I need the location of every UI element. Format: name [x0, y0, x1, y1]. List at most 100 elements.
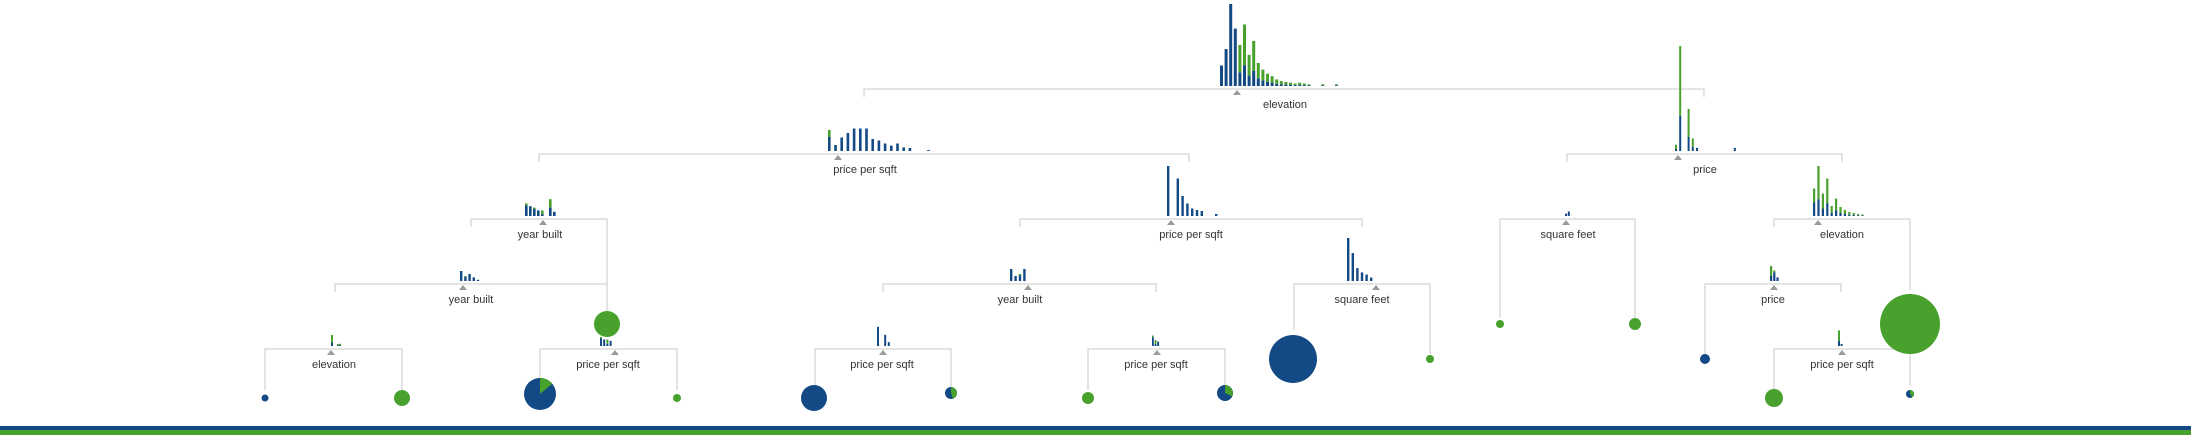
split-node-pps5[interactable]: price per sqft: [1124, 335, 1188, 372]
split-node-pps4[interactable]: price per sqft: [850, 326, 914, 371]
split-label: year built: [518, 229, 563, 241]
leaf-node[interactable]: [1880, 294, 1940, 354]
leaf-pie-slice: [951, 387, 958, 399]
histogram: [1010, 269, 1026, 281]
connector-sqft1: [1499, 218, 1636, 318]
histogram-bar: [859, 128, 862, 151]
histogram-bar: [1200, 211, 1203, 216]
histogram: [525, 199, 556, 216]
histogram-bar: [609, 340, 612, 346]
split-node-yb2[interactable]: year built: [449, 271, 494, 306]
connector-root: [863, 88, 1705, 97]
leaf-node[interactable]: [1217, 385, 1234, 401]
split-label: square feet: [1334, 294, 1389, 306]
leaf-node[interactable]: [1269, 335, 1317, 383]
histogram: [877, 326, 890, 346]
histogram: [331, 335, 341, 346]
leaf-node[interactable]: [673, 394, 681, 402]
histogram-bar: [1293, 83, 1297, 86]
histogram: [1347, 238, 1373, 281]
histogram-bar: [553, 211, 556, 216]
histogram-bar: [1335, 84, 1338, 86]
split-marker-icon: [879, 350, 887, 355]
leaf-node[interactable]: [394, 390, 410, 406]
split-marker-icon: [1770, 285, 1778, 290]
connector-pps5: [1087, 348, 1226, 390]
histogram-bar: [1835, 210, 1838, 216]
histogram-bar: [871, 139, 874, 151]
histogram: [460, 271, 480, 281]
split-marker-icon: [834, 155, 842, 160]
leaf-pie-base: [1629, 318, 1641, 330]
histogram-bar: [1275, 83, 1279, 86]
histogram-bar: [1256, 63, 1260, 79]
split-marker-icon: [1024, 285, 1032, 290]
leaf-node[interactable]: [261, 394, 269, 402]
connector-yb3: [882, 283, 1157, 292]
leaf-node[interactable]: [1426, 355, 1434, 363]
split-node-price1[interactable]: price: [1674, 46, 1736, 176]
leaf-node[interactable]: [1906, 390, 1914, 398]
histogram-bar: [884, 334, 887, 346]
split-node-root[interactable]: elevation: [1220, 4, 1338, 111]
leaf-node[interactable]: [524, 378, 556, 410]
histogram-bar: [1839, 213, 1842, 216]
connector-elev3: [264, 348, 403, 390]
histogram-bar: [877, 140, 881, 151]
split-node-pps1[interactable]: price per sqft: [828, 128, 930, 177]
split-label: price per sqft: [850, 359, 914, 371]
split-marker-icon: [1838, 350, 1846, 355]
histogram-bar: [1687, 109, 1690, 137]
histogram-bar: [1733, 147, 1736, 151]
histogram-bar: [1152, 337, 1154, 346]
split-node-yb3[interactable]: year built: [998, 269, 1043, 306]
leaf-node[interactable]: [1082, 392, 1094, 404]
split-node-pps2[interactable]: price per sqft: [1159, 166, 1223, 241]
leaf-node[interactable]: [594, 311, 620, 337]
split-label: elevation: [1263, 99, 1307, 111]
leaf-node[interactable]: [1629, 318, 1641, 330]
histogram-bar: [464, 276, 467, 277]
split-node-sqft2[interactable]: square feet: [1334, 238, 1390, 306]
leaf-node[interactable]: [1496, 320, 1504, 328]
histogram-bar: [600, 338, 602, 346]
split-node-sqft1[interactable]: square feet: [1540, 211, 1596, 242]
split-node-yb1[interactable]: year built: [518, 199, 563, 241]
split-node-elev2[interactable]: elevation: [1813, 166, 1864, 241]
histogram-bar: [1256, 78, 1260, 86]
histogram-bar: [1252, 70, 1256, 86]
connector-pps1: [538, 153, 1190, 162]
split-marker-icon: [459, 285, 467, 290]
histogram: [1675, 46, 1736, 151]
split-node-elev3[interactable]: elevation: [312, 335, 356, 371]
histogram-bar: [1813, 188, 1816, 203]
split-node-price2[interactable]: price: [1761, 266, 1785, 306]
leaf-node[interactable]: [1700, 354, 1710, 364]
leaf-node[interactable]: [945, 387, 958, 399]
split-node-pps6[interactable]: price per sqft: [1810, 330, 1874, 371]
split-node-pps3[interactable]: price per sqft: [576, 336, 640, 371]
histogram-bar: [1220, 65, 1223, 86]
histogram-bar: [1691, 138, 1694, 147]
histogram-bar: [606, 339, 609, 344]
split-marker-icon: [1814, 220, 1822, 225]
histogram-bar: [525, 205, 528, 216]
leaf-node[interactable]: [1765, 389, 1783, 407]
leaf-node[interactable]: [801, 385, 827, 411]
connector-yb1: [470, 218, 608, 312]
histogram-bar: [464, 276, 467, 281]
histogram-bar: [1010, 269, 1013, 281]
histogram-bar: [902, 147, 905, 151]
histogram-bar: [468, 274, 471, 281]
leaf-pie-base: [594, 311, 620, 337]
histogram: [1152, 335, 1159, 346]
histogram-bar: [1284, 81, 1288, 85]
histogram-bar: [1233, 28, 1237, 87]
histogram-bar: [1861, 214, 1864, 216]
histogram-bar: [1238, 72, 1242, 86]
histogram-bar: [1360, 272, 1364, 281]
leaf-pie-base: [1496, 320, 1504, 328]
split-label: price per sqft: [1124, 359, 1188, 371]
histogram-bar: [927, 150, 930, 151]
histogram-bar: [1307, 85, 1311, 86]
